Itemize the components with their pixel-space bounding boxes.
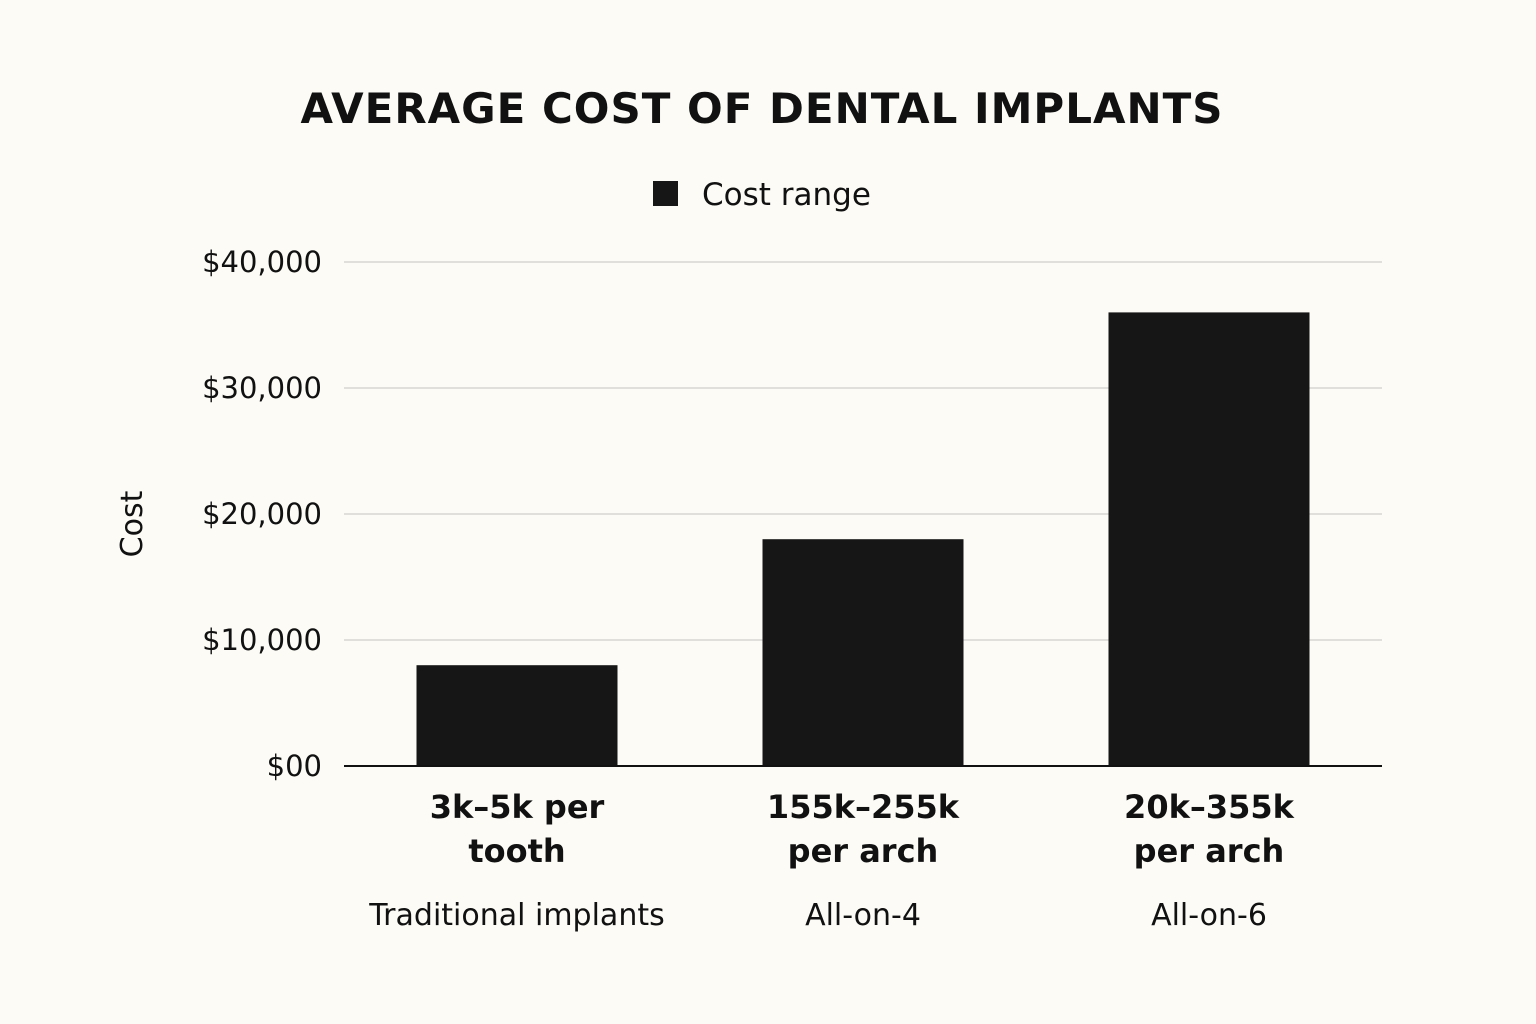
x-category-label: All-on-6: [1151, 898, 1267, 933]
x-axis-categories: Traditional implants All-on-4 All-on-6: [368, 898, 1267, 933]
y-tick-label: $10,000: [202, 623, 322, 657]
bar-value-label: 3k–5k per tooth: [430, 788, 605, 870]
bars: [416, 312, 1310, 766]
chart-title: AVERAGE COST OF DENTAL IMPLANTS: [300, 84, 1223, 133]
y-tick-label: $30,000: [202, 371, 322, 405]
y-tick-label: $00: [267, 749, 322, 783]
legend-swatch: [653, 181, 678, 206]
bar-value-label: 155k–255k per arch: [767, 788, 960, 870]
data-labels: 3k–5k per tooth 155k–255k per arch 20k–355k p…: [430, 788, 1295, 870]
x-category-label: All-on-4: [805, 898, 921, 933]
bar-value-label: 20k–355k per arch: [1124, 788, 1295, 870]
bar: [416, 665, 618, 766]
y-tick-label: $20,000: [202, 497, 322, 531]
y-axis-ticks: $00 $10,000 $20,000 $30,000 $40,000: [202, 245, 322, 783]
bar: [1108, 312, 1310, 766]
y-tick-label: $40,000: [202, 245, 322, 279]
y-axis-label: Cost: [115, 490, 150, 557]
x-category-label: Traditional implants: [368, 898, 664, 933]
bar: [762, 539, 964, 766]
legend: Cost range: [653, 177, 871, 213]
legend-label: Cost range: [702, 177, 871, 213]
